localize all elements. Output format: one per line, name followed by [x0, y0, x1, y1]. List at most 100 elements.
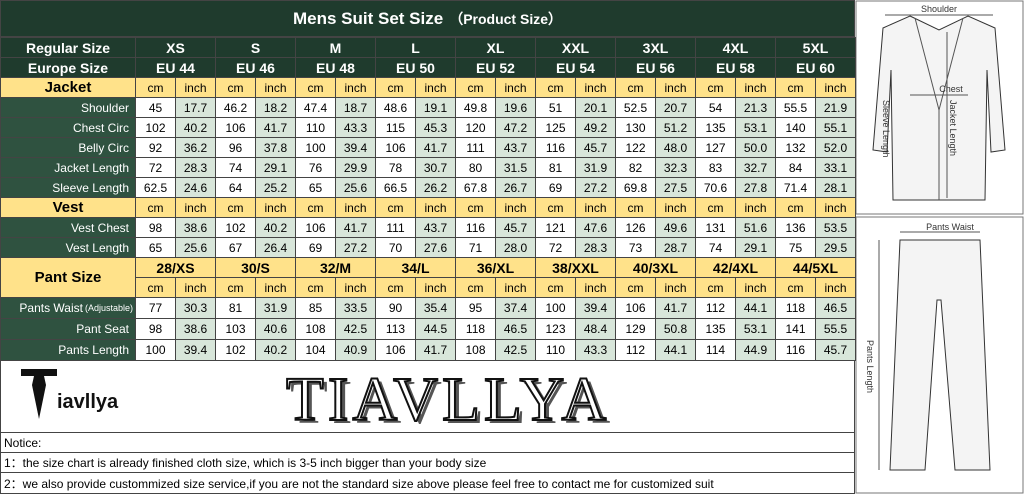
inch-value: 32.7 — [735, 157, 776, 178]
cm-value: 140 — [775, 117, 816, 138]
inch-value: 29.1 — [735, 237, 776, 258]
inch-value: 42.5 — [495, 339, 536, 361]
inch-value: 47.6 — [575, 217, 616, 238]
unit-header: cm — [295, 277, 336, 298]
unit-header: cm — [375, 197, 416, 218]
unit-header: cm — [535, 77, 576, 98]
cm-value: 65 — [135, 237, 176, 258]
unit-header: inch — [815, 197, 856, 218]
unit-header: inch — [255, 77, 296, 98]
cm-value: 67.8 — [455, 177, 496, 198]
cm-value: 92 — [135, 137, 176, 158]
inch-value: 45.7 — [575, 137, 616, 158]
inch-value: 44.1 — [655, 339, 696, 361]
row-label: Belly Circ — [0, 137, 136, 158]
inch-value: 41.7 — [655, 297, 696, 319]
unit-header: inch — [495, 77, 536, 98]
cm-value: 126 — [615, 217, 656, 238]
inch-value: 41.7 — [415, 339, 456, 361]
cm-value: 136 — [775, 217, 816, 238]
inch-value: 51.2 — [655, 117, 696, 138]
cm-value: 71 — [455, 237, 496, 258]
unit-header: inch — [655, 77, 696, 98]
inch-value: 33.5 — [335, 297, 376, 319]
unit-header: inch — [735, 197, 776, 218]
inch-value: 20.7 — [655, 97, 696, 118]
unit-header: inch — [815, 77, 856, 98]
unit-header: inch — [495, 197, 536, 218]
cm-value: 123 — [535, 318, 576, 340]
logo: iavllya — [19, 367, 159, 427]
cm-value: 85 — [295, 297, 336, 319]
cm-value: 64 — [215, 177, 256, 198]
cm-value: 113 — [375, 318, 416, 340]
inch-value: 55.1 — [815, 117, 856, 138]
cm-value: 81 — [215, 297, 256, 319]
cm-value: 116 — [535, 137, 576, 158]
unit-header: inch — [335, 277, 376, 298]
inch-value: 51.6 — [735, 217, 776, 238]
cm-value: 135 — [695, 318, 736, 340]
unit-header: cm — [615, 277, 656, 298]
cm-value: 69 — [295, 237, 336, 258]
unit-header: cm — [535, 277, 576, 298]
cm-value: 83 — [695, 157, 736, 178]
title-bar: Mens Suit Set Size （Product Size） — [0, 0, 855, 37]
inch-value: 45.3 — [415, 117, 456, 138]
size-header: L — [375, 37, 456, 58]
inch-value: 19.6 — [495, 97, 536, 118]
size-header: 4XL — [695, 37, 776, 58]
unit-header: cm — [135, 197, 176, 218]
cm-value: 100 — [535, 297, 576, 319]
inch-value: 43.7 — [495, 137, 536, 158]
unit-header: cm — [295, 197, 336, 218]
inch-value: 27.6 — [415, 237, 456, 258]
unit-header: inch — [735, 277, 776, 298]
inch-value: 19.1 — [415, 97, 456, 118]
row-header: Regular Size — [0, 37, 136, 58]
pant-size: 28/XS — [135, 257, 216, 278]
row-label: Vest Chest — [0, 217, 136, 238]
cm-value: 108 — [455, 339, 496, 361]
inch-value: 21.9 — [815, 97, 856, 118]
row-label: Pant Seat — [0, 318, 136, 340]
inch-value: 44.1 — [735, 297, 776, 319]
unit-header: cm — [455, 197, 496, 218]
unit-header: inch — [575, 77, 616, 98]
size-header: 5XL — [775, 37, 856, 58]
row-header: Europe Size — [0, 57, 136, 78]
cm-value: 118 — [775, 297, 816, 319]
unit-header: inch — [495, 277, 536, 298]
cm-value: 111 — [455, 137, 496, 158]
inch-value: 43.7 — [415, 217, 456, 238]
cm-value: 66.5 — [375, 177, 416, 198]
cm-value: 96 — [215, 137, 256, 158]
inch-value: 30.7 — [415, 157, 456, 178]
inch-value: 41.7 — [415, 137, 456, 158]
inch-value: 40.2 — [255, 217, 296, 238]
unit-header: inch — [735, 77, 776, 98]
cm-value: 98 — [135, 318, 176, 340]
label-note: (Adjustable) — [84, 303, 133, 313]
inch-value: 39.4 — [575, 297, 616, 319]
cm-value: 103 — [215, 318, 256, 340]
cm-value: 100 — [135, 339, 176, 361]
cm-value: 127 — [695, 137, 736, 158]
inch-value: 29.9 — [335, 157, 376, 178]
pant-size: 30/S — [215, 257, 296, 278]
cm-value: 70 — [375, 237, 416, 258]
tie-icon — [21, 369, 57, 419]
notice-title: Notice: — [0, 432, 855, 453]
inch-value: 42.5 — [335, 318, 376, 340]
inch-value: 30.3 — [175, 297, 216, 319]
inch-value: 46.5 — [495, 318, 536, 340]
inch-value: 39.4 — [175, 339, 216, 361]
inch-value: 37.8 — [255, 137, 296, 158]
cm-value: 121 — [535, 217, 576, 238]
inch-value: 38.6 — [175, 217, 216, 238]
inch-value: 49.6 — [655, 217, 696, 238]
figure-label: Pants Length — [865, 340, 875, 393]
row-label: Jacket Length — [0, 157, 136, 178]
unit-header: inch — [655, 197, 696, 218]
cm-value: 90 — [375, 297, 416, 319]
